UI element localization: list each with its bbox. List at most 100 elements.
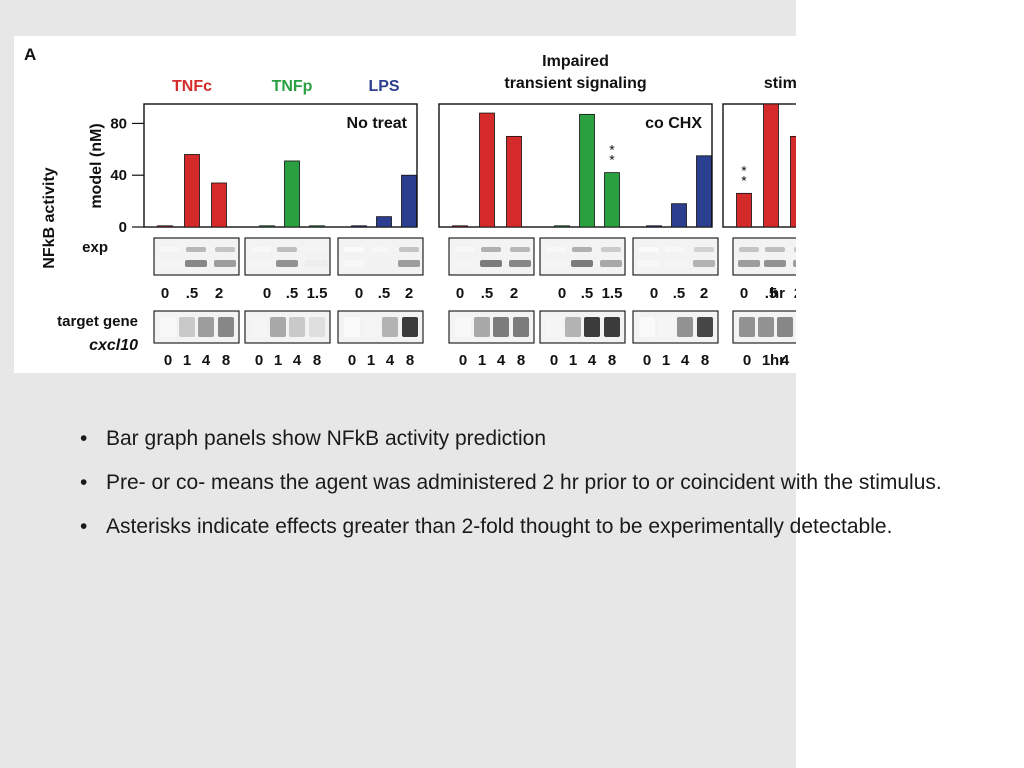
exp-band-upper xyxy=(639,247,659,252)
gene-band xyxy=(309,317,325,337)
exp-band-upper xyxy=(186,247,206,252)
exp-time-label: .5 xyxy=(581,285,594,302)
significance-asterisk: * xyxy=(609,152,615,168)
gene-time-label: 0 xyxy=(643,352,651,369)
gene-time-label: 1 xyxy=(569,352,577,369)
gene-time-label: 1 xyxy=(662,352,670,369)
gene-band xyxy=(513,317,529,337)
bar-tnfc xyxy=(736,192,752,228)
exp-band-upper xyxy=(572,247,592,252)
gene-time-label: 8 xyxy=(313,352,321,369)
exp-time-label: 2 xyxy=(510,285,518,302)
figure-panel: A TNFc TNFp LPS Impaired transient signaling I… xyxy=(14,36,1003,373)
y-axis-label-nfkb: NFkB activity xyxy=(41,167,58,268)
exp-band-lower xyxy=(305,260,327,267)
exp-band-lower xyxy=(664,260,686,267)
bar-tnfc xyxy=(184,154,200,228)
exp-time-label: 0 xyxy=(355,285,363,302)
exp-band-lower xyxy=(738,260,760,267)
exp-band-upper xyxy=(765,247,785,252)
chart-panel-frame xyxy=(143,103,418,228)
exp-time-label: 0 xyxy=(558,285,566,302)
exp-band-lower xyxy=(454,260,476,267)
exp-band-lower xyxy=(509,260,531,267)
bar-lps xyxy=(376,216,392,228)
exp-band-lower xyxy=(369,260,391,267)
exp-blot xyxy=(732,237,819,276)
gene-time-label: 1 xyxy=(367,352,375,369)
gene-time-label: 4 xyxy=(781,352,790,369)
exp-time-label: 0 xyxy=(650,285,658,302)
exp-band-lower xyxy=(480,260,502,267)
exp-time-label: .5 xyxy=(673,285,686,302)
bullet-item: Asterisks indicate effects greater than … xyxy=(80,512,980,542)
bar-tnfc xyxy=(211,182,227,228)
gene-band xyxy=(493,317,509,337)
bullet-item: Pre- or co- means the agent was administ… xyxy=(80,468,980,498)
gene-band xyxy=(218,317,234,337)
bar-tnfc xyxy=(479,112,495,228)
gene-time-label: 4 xyxy=(681,352,690,369)
chart-panel-title: No treat xyxy=(347,115,408,132)
exp-time-label: 1.5 xyxy=(602,285,623,302)
y-tick-label: 0 xyxy=(119,219,127,236)
exp-band-upper xyxy=(546,247,566,252)
bar-tnfc xyxy=(157,225,173,228)
gene-band xyxy=(344,317,360,337)
y-tick-label: 40 xyxy=(110,167,127,184)
stimulus-label: LPS xyxy=(368,78,399,95)
gene-time-label: 0 xyxy=(459,352,467,369)
gene-band xyxy=(758,317,774,337)
gene-band xyxy=(455,317,471,337)
gene-time-label: 8 xyxy=(517,352,525,369)
exp-time-label: 2 xyxy=(700,285,708,302)
exp-hr-label: hr xyxy=(770,285,785,302)
figure-svg: A TNFc TNFp LPS Impaired transient signaling I… xyxy=(24,45,1003,369)
exp-time-label: .5 xyxy=(286,285,299,302)
exp-band-lower xyxy=(250,260,272,267)
gene-band xyxy=(777,317,793,337)
gene-hr-label: hr xyxy=(770,352,785,369)
bar-tnfc xyxy=(506,135,522,228)
gene-band xyxy=(160,317,176,337)
y-axis-label-model: model (nM) xyxy=(88,123,105,208)
bar-tnfp xyxy=(259,225,275,228)
gene-time-label: 8 xyxy=(608,352,616,369)
bar-tnfp xyxy=(554,225,570,228)
exp-blot xyxy=(539,237,626,276)
bar-tnfp xyxy=(309,225,325,228)
exp-time-label: .5 xyxy=(481,285,494,302)
bar-lps xyxy=(401,174,417,228)
exp-band-lower xyxy=(693,260,715,267)
exp-band-lower xyxy=(343,260,365,267)
exp-band-lower xyxy=(600,260,622,267)
exp-band-lower xyxy=(764,260,786,267)
row-label-gene: cxcl10 xyxy=(89,337,138,354)
bar-tnfp xyxy=(579,113,595,228)
gene-band xyxy=(565,317,581,337)
exp-band-lower xyxy=(159,260,181,267)
exp-time-label: 0 xyxy=(740,285,748,302)
exp-time-label: .5 xyxy=(186,285,199,302)
significance-asterisk: * xyxy=(741,162,747,178)
gene-time-label: 8 xyxy=(701,352,709,369)
bar-lps xyxy=(696,155,712,228)
group-header-line: stimulus responsiveness xyxy=(764,75,796,92)
exp-time-label: 0 xyxy=(456,285,464,302)
row-label-target-gene: target gene xyxy=(57,313,138,330)
gene-band xyxy=(382,317,398,337)
row-label-exp: exp xyxy=(82,239,108,256)
gene-band xyxy=(677,317,693,337)
gene-time-label: 1 xyxy=(183,352,191,369)
gene-band xyxy=(474,317,490,337)
stimulus-label: TNFc xyxy=(172,78,212,95)
exp-band-lower xyxy=(276,260,298,267)
exp-time-label: 2 xyxy=(794,285,796,302)
exp-band-upper xyxy=(481,247,501,252)
stimulus-label: TNFp xyxy=(272,78,313,95)
gene-time-label: 0 xyxy=(743,352,751,369)
exp-band-upper xyxy=(665,247,685,252)
exp-band-upper xyxy=(215,247,235,252)
exp-time-label: 0 xyxy=(263,285,271,302)
gene-time-label: 4 xyxy=(588,352,597,369)
